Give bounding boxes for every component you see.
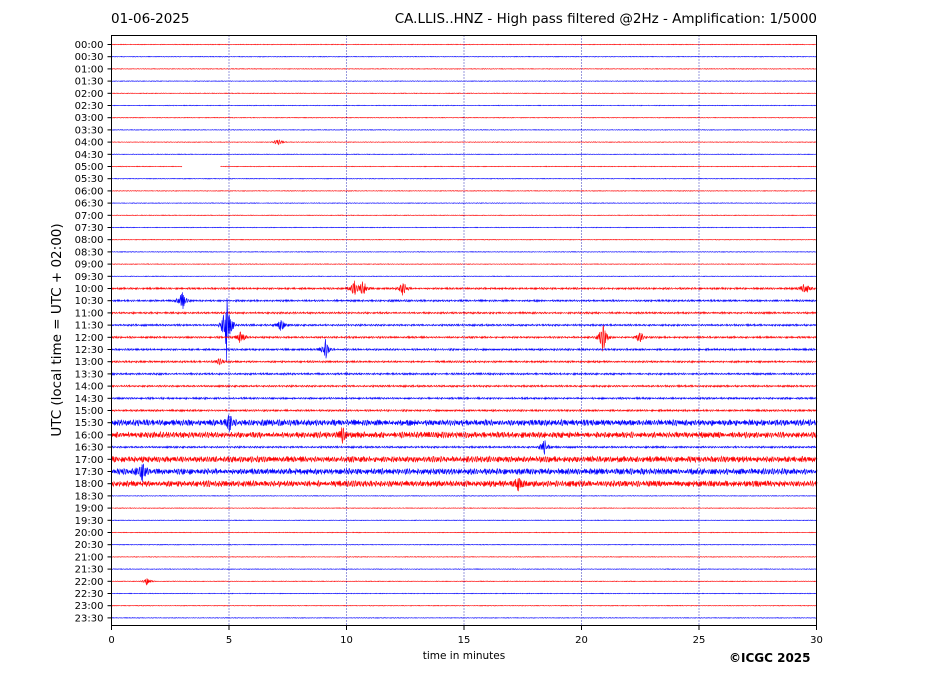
y-tick-label: 09:00 (75, 260, 104, 271)
x-tick-label: 25 (693, 635, 706, 646)
y-tick-label: 22:00 (75, 577, 104, 588)
copyright-label: ©ICGC 2025 (729, 651, 811, 665)
y-tick-label: 17:00 (75, 455, 104, 466)
vertical-gridlines (228, 35, 700, 626)
trace-line-1800 (111, 477, 818, 492)
y-tick-label: 07:00 (75, 211, 104, 222)
trace-line-1600 (111, 427, 818, 444)
trace-group (111, 43, 818, 619)
trace-line-2130 (111, 568, 818, 570)
y-tick-label: 02:00 (75, 89, 104, 100)
y-tick-label: 12:30 (75, 345, 104, 356)
trace-line-1200 (111, 325, 818, 352)
y-tick-label: 17:30 (75, 467, 104, 478)
y-tick-label: 02:30 (75, 101, 104, 112)
y-tick-label: 19:30 (75, 516, 104, 527)
y-tick-label: 00:00 (75, 40, 104, 51)
y-tick-label: 05:00 (75, 162, 104, 173)
y-tick-label: 14:00 (75, 382, 104, 393)
y-tick-label: 19:00 (75, 504, 104, 515)
y-tick-label: 09:30 (75, 272, 104, 283)
y-tick-label: 14:30 (75, 394, 104, 405)
y-tick-label: 11:30 (75, 321, 104, 332)
trace-line-0530 (111, 177, 818, 180)
x-tick-label: 15 (458, 635, 471, 646)
x-axis: 0 5 10 15 20 25 30 (108, 625, 823, 646)
y-tick-label: 10:00 (75, 284, 104, 295)
y-tick-label: 03:00 (75, 113, 104, 124)
trace-line-0400 (111, 139, 818, 146)
trace-line-1900 (111, 507, 818, 509)
y-tick-label: 16:00 (75, 430, 104, 441)
y-tick-label: 05:30 (75, 174, 104, 185)
trace-line-1100 (111, 310, 818, 315)
y-tick-label: 18:00 (75, 479, 104, 490)
trace-line-1830 (111, 495, 818, 497)
y-tick-label: 00:30 (75, 52, 104, 63)
x-tick-label: 30 (810, 635, 823, 646)
trace-line-2100 (111, 556, 818, 558)
trace-line-1730 (111, 463, 818, 483)
trace-line-2030 (111, 543, 818, 546)
trace-line-2000 (111, 531, 818, 534)
y-tick-label: 21:00 (75, 552, 104, 563)
y-tick-label: 06:30 (75, 199, 104, 210)
y-tick-label: 23:30 (75, 613, 104, 624)
y-tick-label: 13:00 (75, 357, 104, 368)
y-tick-label: 21:30 (75, 565, 104, 576)
trace-line-0330 (111, 129, 818, 131)
y-tick-label: 13:30 (75, 369, 104, 380)
x-tick-label: 5 (226, 635, 232, 646)
trace-line-1230 (111, 339, 818, 359)
trace-line-0630 (111, 202, 818, 204)
trace-line-1930 (111, 519, 818, 522)
x-tick-label: 20 (575, 635, 588, 646)
y-tick-label: 22:30 (75, 589, 104, 600)
y-tick-label: 20:30 (75, 540, 104, 551)
trace-line-0700 (111, 214, 818, 217)
date-label: 01-06-2025 (111, 11, 190, 27)
y-tick-label: 18:30 (75, 491, 104, 502)
trace-line-0430 (111, 153, 818, 156)
y-tick-label: 01:30 (75, 77, 104, 88)
y-tick-label: 11:00 (75, 308, 104, 319)
y-tick-label: 06:00 (75, 186, 104, 197)
y-tick-label: 10:30 (75, 296, 104, 307)
y-tick-label: 15:30 (75, 418, 104, 429)
y-tick-label: 20:00 (75, 528, 104, 539)
trace-line-2200 (111, 578, 818, 586)
x-tick-label: 10 (340, 635, 353, 646)
y-tick-label: 23:00 (75, 601, 104, 612)
chart-title: CA.LLIS..HNZ - High pass filtered @2Hz -… (394, 11, 817, 27)
y-tick-label: 04:00 (75, 138, 104, 149)
y-tick-label: 16:30 (75, 443, 104, 454)
y-tick-label: 08:30 (75, 247, 104, 258)
x-tick-label: 0 (108, 635, 114, 646)
trace-line-0300 (111, 116, 818, 119)
y-tick-label: 12:00 (75, 333, 104, 344)
trace-line-0600 (111, 190, 818, 192)
x-axis-label: time in minutes (422, 650, 506, 662)
trace-line-1300 (111, 358, 818, 366)
y-tick-label: 15:00 (75, 406, 104, 417)
y-tick-label: 03:30 (75, 125, 104, 136)
y-tick-label: 07:30 (75, 223, 104, 234)
y-tick-label: 04:30 (75, 150, 104, 161)
trace-line-1400 (111, 384, 818, 389)
trace-line-0500 (111, 165, 818, 168)
y-tick-label: 08:00 (75, 235, 104, 246)
y-tick-label: 01:00 (75, 64, 104, 75)
